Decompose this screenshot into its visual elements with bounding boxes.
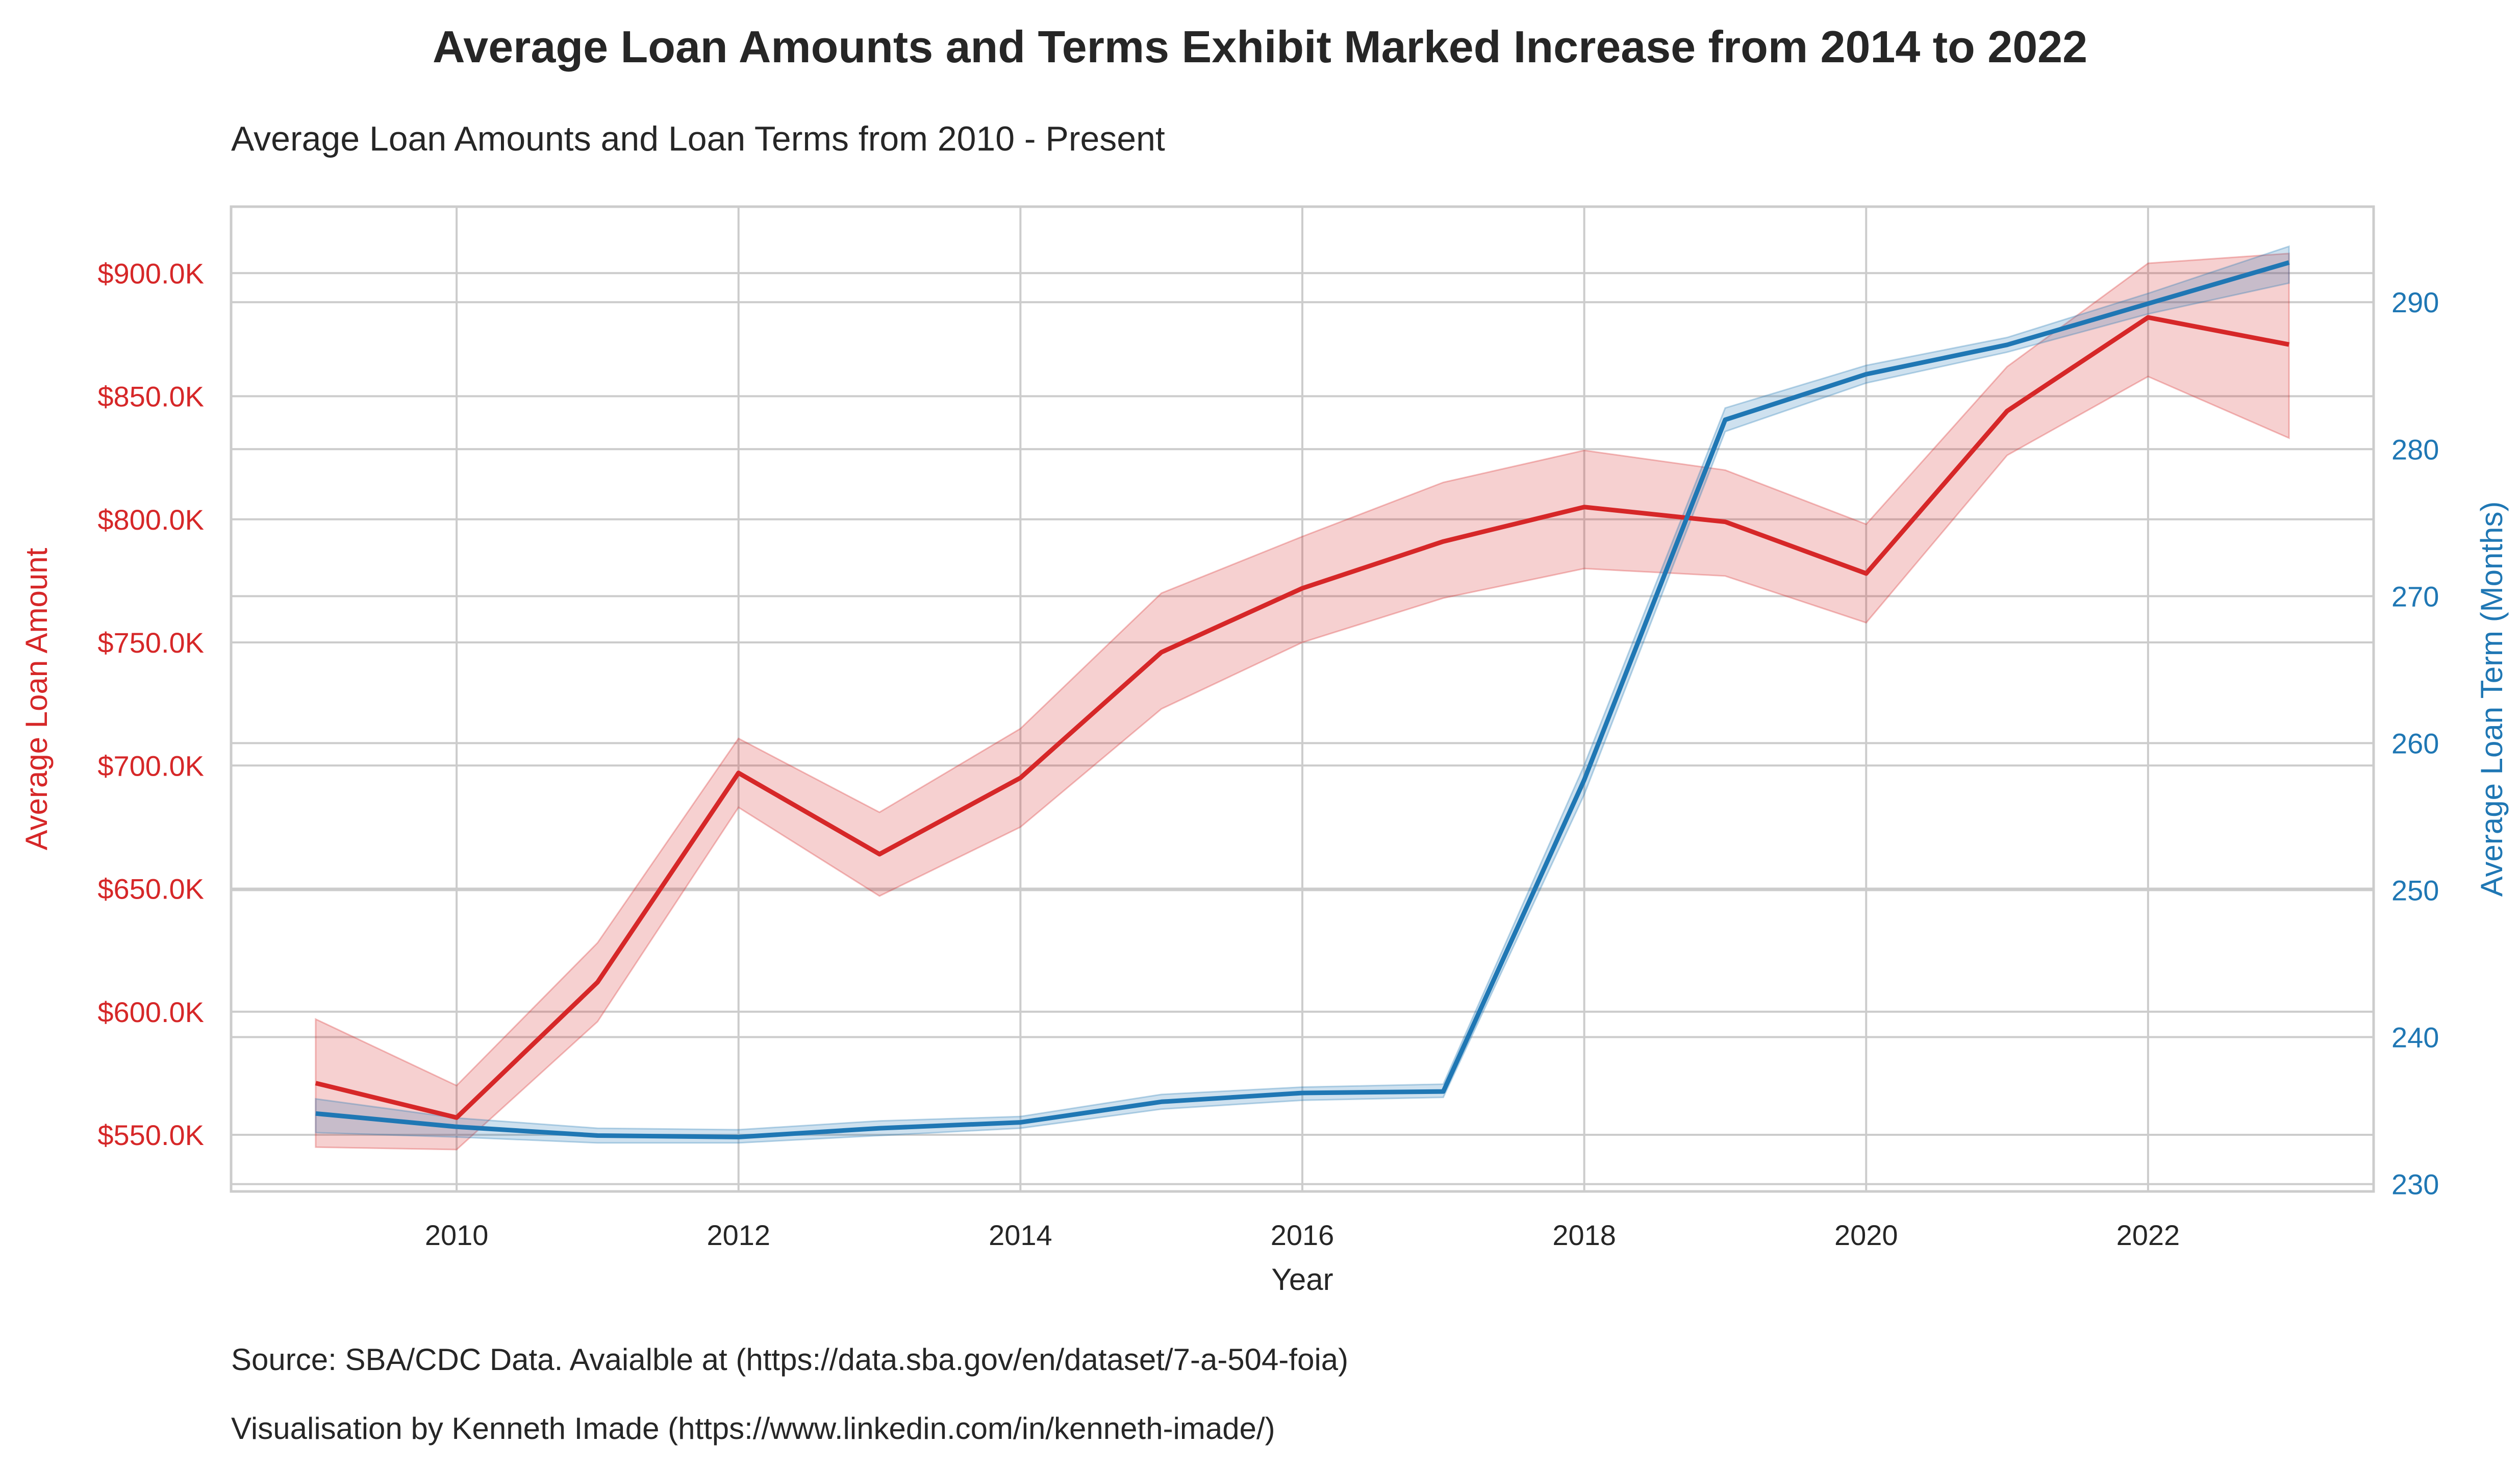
source-note: Source: SBA/CDC Data. Avaialble at (http… [231,1342,1348,1377]
loan-term-point [1866,374,1867,375]
x-tick-label: 2014 [989,1219,1052,1251]
loan-amount-point [1161,652,1162,653]
loan-amount-point [2007,410,2008,411]
left-tick-label: $550.0K [97,1119,204,1151]
loan-term-point [2148,303,2149,304]
x-tick-label: 2016 [1271,1219,1334,1251]
chart-title: Average Loan Amounts and Terms Exhibit M… [433,21,2087,72]
right-tick-label: 290 [2391,286,2439,318]
loan-amount-point [1866,573,1867,574]
loan-term-point [2288,262,2289,263]
loan-term-point [1020,1122,1021,1123]
x-tick-label: 2022 [2116,1219,2180,1251]
x-tick-label: 2012 [707,1219,770,1251]
loan-term-point [597,1135,598,1136]
right-tick-label: 230 [2391,1168,2439,1201]
series-lines [315,260,2290,1139]
loan-amount-point [2148,317,2149,318]
loan-term-point [1443,1091,1444,1092]
loan-term-point [1725,419,1726,420]
loan-amount-point [1302,588,1303,589]
left-tick-label: $650.0K [97,873,204,905]
right-tick-label: 260 [2391,727,2439,759]
loan-term-confidence-band [315,245,2290,1144]
gridlines [231,207,2374,1191]
right-tick-label: 250 [2391,874,2439,906]
loan-amount-point [738,773,739,774]
loan-amount-point [315,1083,316,1084]
left-tick-label: $800.0K [97,504,204,536]
loan-amount-point [1020,777,1021,778]
loan-amount-point [597,982,598,983]
chart-subtitle: Average Loan Amounts and Loan Terms from… [231,119,1165,158]
right-tick-label: 240 [2391,1022,2439,1054]
left-tick-label: $850.0K [97,381,204,413]
x-tick-label: 2020 [1834,1219,1898,1251]
right-tick-label: 270 [2391,580,2439,612]
x-tick-label: 2018 [1552,1219,1616,1251]
left-tick-label: $750.0K [97,627,204,659]
right-tick-label: 280 [2391,433,2439,465]
loan-term-point [879,1128,880,1129]
x-tick-label: 2010 [425,1219,489,1251]
left-tick-label: $900.0K [97,257,204,289]
left-tick-label: $600.0K [97,996,204,1028]
loan-amount-confidence-band [315,253,2290,1151]
loan-amount-line [315,315,2290,1120]
loan-term-point [1584,779,1585,780]
left-axis-label: Average Loan Amount [19,548,54,850]
right-axis-label: Average Loan Term (Months) [2475,502,2509,897]
loan-term-line [315,260,2290,1139]
loan-term-point [315,1113,316,1114]
loan-term-point [456,1126,457,1127]
left-axis-ticks: $550.0K $600.0K $650.0K $700.0K $750.0K $800.… [97,257,204,1151]
plot-frame [230,205,2375,1193]
loan-term-point [1302,1092,1303,1093]
loan-amount-point [456,1117,457,1118]
loan-term-point [2007,344,2008,345]
right-axis-ticks: 230 240 250 260 270 280 290 [2391,286,2439,1200]
loan-amount-point [2288,344,2289,345]
x-axis-ticks: 2010 2012 2014 2016 2018 2020 2022 [425,1219,2180,1251]
loan-amount-point [1443,541,1444,542]
loan-amount-point [879,854,880,855]
loan-amount-point [1584,507,1585,508]
loan-term-point [738,1136,739,1137]
credit-note: Visualisation by Kenneth Imade (https://… [231,1411,1275,1446]
loan-term-point [1161,1101,1162,1102]
x-axis-label: Year [1271,1262,1333,1297]
confidence-bands [315,245,2290,1151]
left-tick-label: $700.0K [97,750,204,782]
loan-amount-point [1725,521,1726,522]
